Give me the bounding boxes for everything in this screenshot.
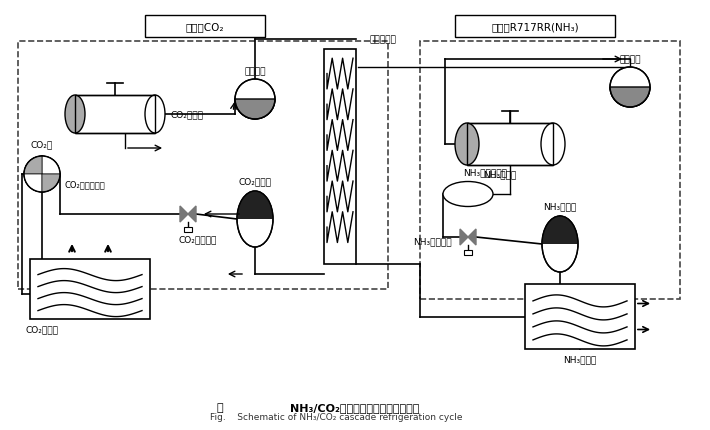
Text: CO₂气液分离器: CO₂气液分离器 bbox=[64, 180, 105, 189]
Wedge shape bbox=[42, 175, 60, 193]
Text: NH₃压缩机: NH₃压缩机 bbox=[484, 170, 517, 179]
Bar bbox=[75, 96, 155, 134]
Text: NH₃贮液器: NH₃贮液器 bbox=[543, 202, 577, 211]
Bar bbox=[525, 284, 635, 349]
Text: CO₂贮液器: CO₂贮液器 bbox=[239, 177, 271, 186]
Bar bbox=[467, 124, 553, 166]
Ellipse shape bbox=[443, 182, 493, 207]
Text: NH₃/CO₂复叠式制冷循环流程示意图: NH₃/CO₂复叠式制冷循环流程示意图 bbox=[290, 402, 420, 412]
Text: CO₂压缩机: CO₂压缩机 bbox=[170, 110, 203, 119]
Polygon shape bbox=[460, 230, 468, 246]
Text: NH₃冷凝器: NH₃冷凝器 bbox=[563, 355, 596, 364]
Wedge shape bbox=[42, 157, 60, 175]
Polygon shape bbox=[468, 230, 476, 246]
Text: CO₂蒸发器: CO₂蒸发器 bbox=[25, 325, 58, 334]
Text: 低温级CO₂: 低温级CO₂ bbox=[186, 22, 224, 32]
Text: 图: 图 bbox=[217, 402, 224, 412]
Bar bbox=[184, 227, 192, 233]
Text: Fig.    Schematic of NH₃/CO₂ cascade refrigeration cycle: Fig. Schematic of NH₃/CO₂ cascade refrig… bbox=[210, 412, 462, 421]
PathPatch shape bbox=[542, 216, 578, 244]
Bar bbox=[18, 42, 388, 289]
Wedge shape bbox=[610, 88, 650, 108]
Ellipse shape bbox=[145, 96, 165, 134]
Ellipse shape bbox=[541, 124, 565, 166]
Text: NH₃节流原件: NH₃节流原件 bbox=[413, 237, 452, 246]
Bar bbox=[420, 42, 680, 299]
Polygon shape bbox=[188, 206, 196, 222]
Ellipse shape bbox=[65, 96, 85, 134]
Ellipse shape bbox=[542, 216, 578, 272]
Polygon shape bbox=[180, 206, 188, 222]
Bar bbox=[464, 250, 472, 255]
Text: CO₂节流原件: CO₂节流原件 bbox=[178, 235, 217, 244]
Bar bbox=[75, 113, 155, 134]
Bar bbox=[467, 143, 553, 166]
Bar bbox=[467, 124, 553, 166]
Text: 油分离器: 油分离器 bbox=[244, 68, 266, 76]
Circle shape bbox=[235, 80, 275, 120]
Circle shape bbox=[610, 68, 650, 108]
Ellipse shape bbox=[237, 191, 273, 247]
Text: 油分离器: 油分离器 bbox=[619, 55, 640, 64]
Wedge shape bbox=[24, 157, 42, 175]
Bar bbox=[455, 16, 615, 38]
PathPatch shape bbox=[237, 191, 273, 219]
Ellipse shape bbox=[455, 124, 479, 166]
Bar bbox=[324, 50, 356, 264]
Text: 冷凝蒸发器: 冷凝蒸发器 bbox=[370, 35, 397, 44]
Wedge shape bbox=[24, 175, 42, 193]
Wedge shape bbox=[235, 100, 275, 120]
Text: CO₂泵: CO₂泵 bbox=[31, 140, 53, 149]
Circle shape bbox=[24, 157, 60, 193]
Bar bbox=[30, 259, 150, 319]
Bar bbox=[145, 16, 265, 38]
Bar bbox=[75, 96, 155, 134]
Text: 高温级R717RR(NH₃): 高温级R717RR(NH₃) bbox=[491, 22, 579, 32]
Text: NH₃气液分离器: NH₃气液分离器 bbox=[463, 168, 507, 177]
